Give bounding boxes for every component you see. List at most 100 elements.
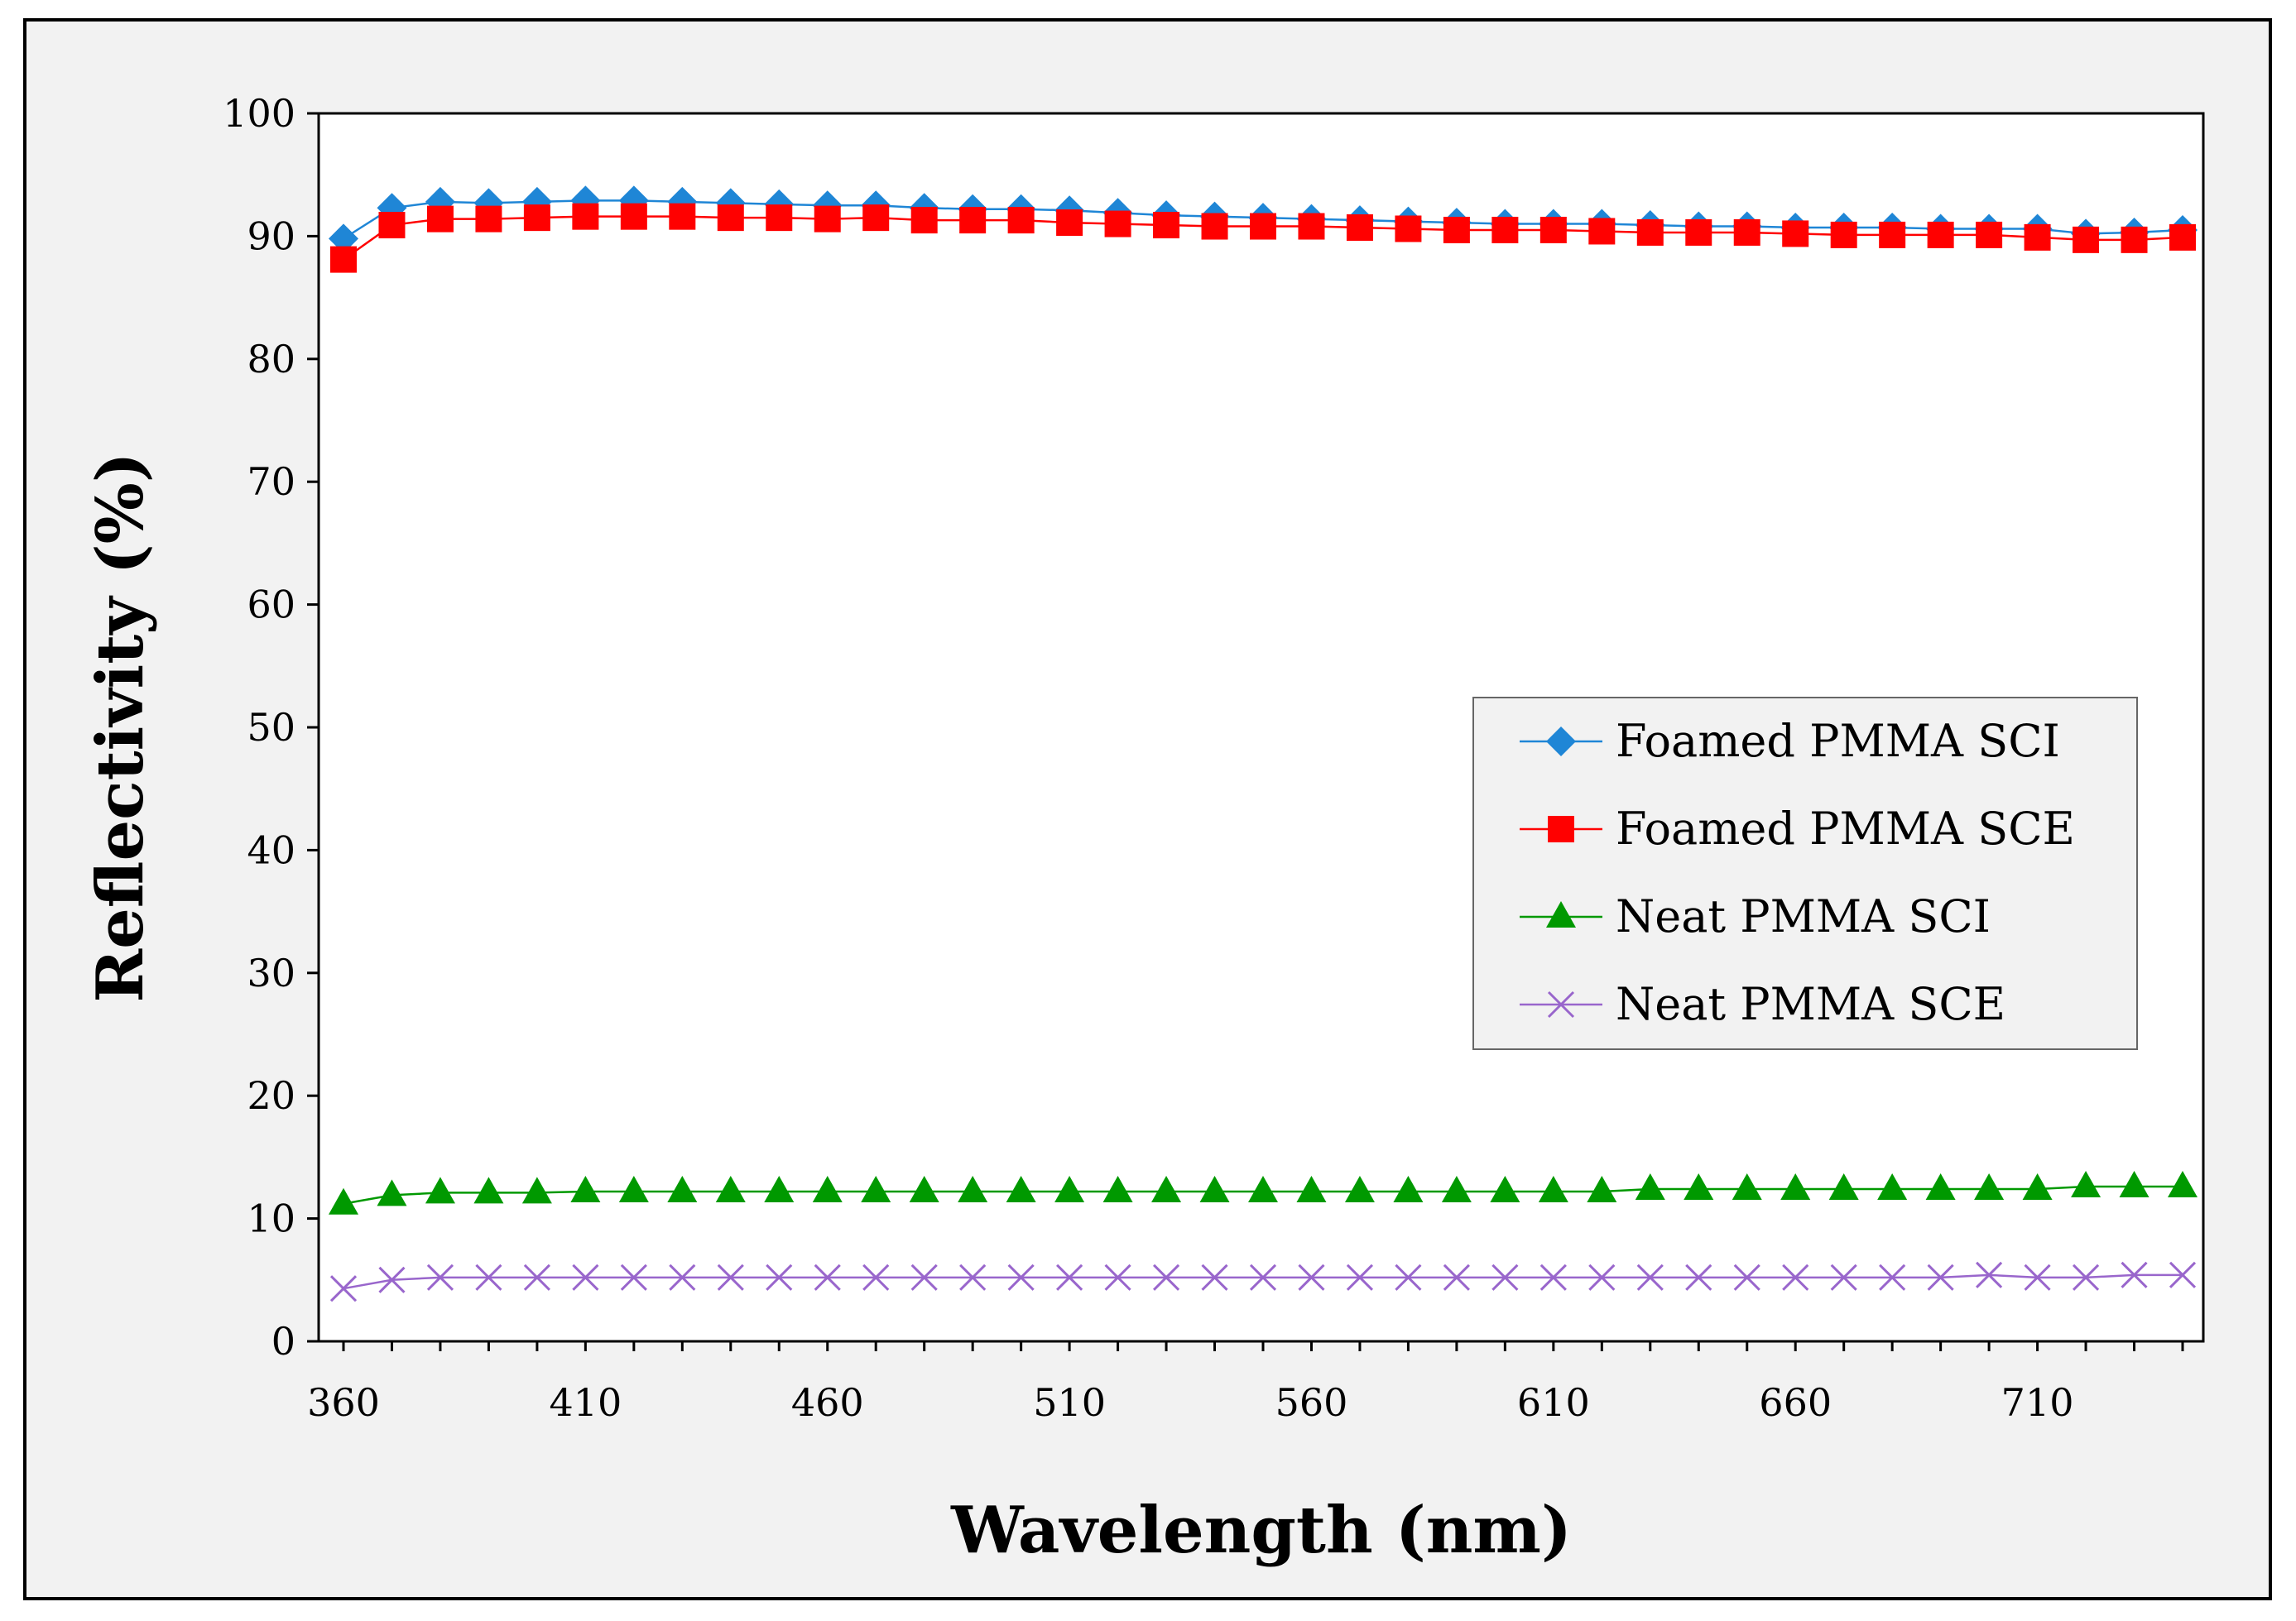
data-point — [2024, 1264, 2051, 1291]
data-point — [1346, 1264, 1374, 1291]
legend: Foamed PMMA SCI Foamed PMMA SCE Neat PMMA … — [1472, 697, 2138, 1050]
data-point — [2024, 223, 2051, 251]
y-tick-label: 100 — [223, 91, 295, 136]
data-point — [2168, 1171, 2198, 1198]
data-point — [862, 204, 890, 232]
data-point — [1685, 1264, 1712, 1291]
data-point — [523, 204, 550, 232]
data-point — [715, 1175, 746, 1202]
data-point — [330, 246, 357, 273]
data-point — [378, 1266, 406, 1293]
data-point — [1538, 1175, 1568, 1202]
data-point — [1685, 218, 1712, 246]
x-tick-label: 610 — [1517, 1380, 1590, 1425]
y-tick-label: 60 — [247, 583, 295, 627]
data-point — [1830, 1264, 1857, 1291]
legend-label: Foamed PMMA SCE — [1616, 803, 2075, 855]
data-point — [766, 204, 793, 232]
series-foamed-pmma-sce — [330, 203, 2196, 273]
y-tick-label: 20 — [247, 1073, 295, 1118]
data-point — [1636, 218, 1664, 246]
data-point — [910, 207, 938, 234]
series-neat-pmma-sce — [329, 1261, 2197, 1302]
x-tick-label: 360 — [307, 1380, 380, 1425]
data-point — [1443, 216, 1470, 243]
legend-item: Foamed PMMA SCE — [1520, 803, 2075, 855]
data-point — [1877, 1173, 1908, 1200]
legend-item: Foamed PMMA SCI — [1520, 715, 2060, 767]
data-point — [1102, 1175, 1133, 1202]
data-point — [1780, 1173, 1811, 1200]
data-point — [2121, 1261, 2148, 1288]
data-point — [1296, 1175, 1327, 1202]
data-point — [2169, 1261, 2197, 1288]
data-point — [764, 189, 795, 219]
data-point — [329, 1275, 358, 1302]
axes: 0 10 20 30 40 50 60 70 80 90 100 360 410 460 510 560 610… — [223, 91, 2184, 1425]
data-point — [1056, 1264, 1083, 1291]
data-point — [1395, 1264, 1422, 1291]
data-point — [1344, 1175, 1375, 1202]
data-point — [523, 1264, 550, 1291]
data-point — [1879, 1264, 1906, 1291]
data-point — [1007, 1264, 1035, 1291]
series-neat-pmma-sci — [329, 1171, 2198, 1215]
data-point — [329, 223, 358, 254]
data-point — [426, 1264, 454, 1291]
data-point — [1151, 1175, 1182, 1202]
data-point — [1927, 1264, 1954, 1291]
data-point — [814, 205, 841, 233]
data-point — [667, 1175, 698, 1202]
data-point — [1298, 1264, 1325, 1291]
data-point — [766, 1264, 793, 1291]
y-tick-label: 40 — [247, 827, 295, 872]
data-point — [812, 1175, 843, 1202]
data-point — [1733, 1264, 1760, 1291]
data-point — [2022, 1173, 2053, 1200]
data-point — [1587, 1175, 1617, 1202]
data-point — [1879, 221, 1906, 248]
x-tick-label: 460 — [791, 1380, 864, 1425]
data-point — [1346, 214, 1373, 242]
data-point — [959, 207, 987, 234]
data-point — [475, 1264, 502, 1291]
data-point — [958, 1175, 988, 1202]
data-point — [620, 1264, 647, 1291]
legend-label: Foamed PMMA SCI — [1616, 715, 2060, 767]
x-tick-label: 710 — [2001, 1380, 2074, 1425]
y-tick-label: 80 — [247, 337, 295, 381]
data-point — [1976, 1261, 2003, 1288]
data-point — [1925, 1173, 1956, 1200]
data-point — [618, 1175, 649, 1202]
data-point — [1056, 209, 1083, 237]
data-point — [618, 185, 649, 216]
data-point — [1828, 1173, 1859, 1200]
data-point — [1199, 1175, 1230, 1202]
data-point — [1249, 1264, 1277, 1291]
data-point — [1782, 220, 1809, 247]
y-tick-label: 70 — [247, 459, 295, 504]
data-point — [1006, 1175, 1036, 1202]
data-point — [1491, 1264, 1519, 1291]
y-tick-label: 30 — [247, 951, 295, 995]
data-point — [1491, 216, 1519, 243]
data-point — [1153, 212, 1180, 239]
legend-marker — [1547, 990, 1575, 1019]
data-point — [425, 1177, 455, 1204]
data-point — [572, 203, 599, 230]
data-point — [2071, 1171, 2101, 1198]
data-point — [1588, 1264, 1616, 1291]
data-point — [717, 204, 744, 232]
data-point — [861, 1175, 891, 1202]
data-point — [473, 1177, 504, 1204]
data-point — [2119, 1171, 2149, 1198]
data-point — [1104, 1264, 1131, 1291]
x-tick-label: 660 — [1759, 1380, 1832, 1425]
data-point — [1782, 1264, 1809, 1291]
data-point — [1395, 215, 1422, 242]
legend-item: Neat PMMA SCE — [1520, 978, 2005, 1030]
data-point — [378, 212, 406, 239]
data-point — [572, 1264, 599, 1291]
data-point — [717, 1264, 744, 1291]
